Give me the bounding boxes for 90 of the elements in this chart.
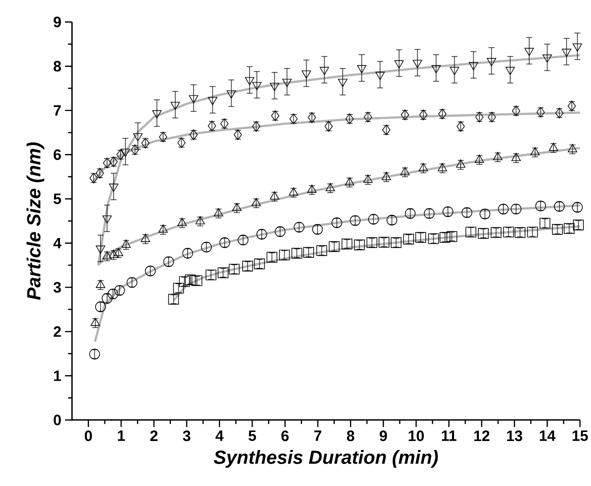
point (282, 78, 292, 88)
point (242, 260, 254, 272)
y-tick-label: 4 (53, 238, 62, 248)
point (344, 177, 354, 186)
point (208, 96, 218, 106)
point (418, 163, 428, 172)
point (158, 224, 168, 233)
point (357, 65, 366, 74)
point (102, 215, 112, 224)
point (133, 133, 143, 142)
x-tick-label: 8 (346, 430, 354, 442)
point (478, 228, 489, 239)
x-tick-label: 14 (540, 430, 556, 441)
point (450, 66, 460, 76)
point (375, 72, 385, 80)
line-series (94, 204, 582, 343)
x-tick-label: 6 (281, 430, 289, 442)
y-tick-label: 3 (53, 282, 61, 293)
y-tick-label: 5 (54, 194, 62, 204)
x-tick-label: 11 (442, 430, 456, 441)
point (291, 248, 302, 259)
point (108, 184, 118, 192)
point (182, 248, 194, 259)
x-tick-label: 15 (572, 430, 588, 441)
y-tick-label: 0 (54, 414, 61, 426)
point (363, 174, 373, 183)
point (431, 65, 441, 74)
point (331, 217, 342, 228)
x-tick-label: 9 (380, 430, 387, 442)
point (438, 163, 448, 172)
point (524, 48, 534, 56)
point (338, 78, 348, 88)
x-tick-label: 12 (474, 430, 490, 441)
point (535, 200, 546, 212)
point (252, 198, 261, 206)
point (144, 266, 156, 276)
point (412, 60, 422, 68)
point (456, 159, 466, 168)
point (493, 152, 502, 160)
point (468, 62, 478, 70)
point (188, 95, 198, 104)
point (252, 82, 262, 90)
point (530, 147, 540, 156)
point (96, 280, 106, 288)
x-axis-title: Synthesis Duration (min) (214, 450, 438, 468)
point (244, 77, 254, 86)
point (152, 110, 162, 118)
point (328, 241, 340, 252)
point (562, 48, 572, 57)
y-axis-title: Particle Size (nm) (26, 142, 44, 300)
line-series (172, 225, 582, 302)
point (542, 54, 552, 63)
point (394, 60, 404, 68)
point (302, 70, 312, 79)
point (400, 167, 410, 176)
point (320, 66, 330, 76)
y-tick-label: 2 (54, 326, 61, 337)
point (170, 102, 180, 110)
point (226, 90, 236, 99)
point (568, 144, 578, 152)
y-tick-label: 6 (54, 149, 61, 160)
y-tick-label: 7 (54, 105, 61, 116)
point (140, 234, 150, 242)
point (548, 142, 558, 151)
point (195, 216, 205, 224)
point (270, 82, 280, 92)
point (307, 184, 317, 193)
point (90, 318, 100, 326)
x-tick-label: 7 (314, 430, 322, 441)
point (506, 66, 515, 76)
point (350, 215, 361, 226)
x-tick-label: 5 (248, 430, 256, 441)
point (214, 208, 224, 216)
point (486, 58, 496, 66)
point (474, 154, 484, 163)
point (120, 148, 130, 157)
y-tick-label: 1 (54, 370, 62, 381)
point (564, 223, 575, 234)
point (163, 256, 174, 268)
y-tick-label: 8 (54, 60, 61, 72)
point (498, 204, 509, 214)
x-tick-label: 0 (84, 430, 92, 442)
x-tick-label: 13 (507, 430, 522, 442)
x-tick-label: 10 (408, 430, 424, 442)
y-tick-label: 9 (54, 16, 61, 28)
x-tick-label: 4 (216, 430, 224, 441)
x-tick-label: 1 (118, 430, 125, 441)
x-tick-label: 3 (182, 430, 190, 442)
x-tick-label: 2 (150, 430, 158, 441)
point (572, 43, 582, 52)
